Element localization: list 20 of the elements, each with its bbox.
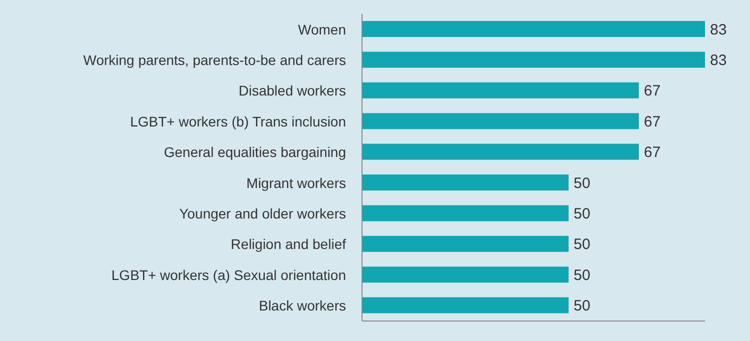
y-tick-label: Women [298, 21, 346, 38]
data-label: 50 [574, 174, 590, 192]
y-tick-label: General equalities bargaining [164, 144, 346, 160]
y-tick-label: LGBT+ workers (a) Sexual orientation [111, 266, 346, 283]
y-tick-label: Migrant workers [246, 174, 346, 191]
y-tick-label: Working parents, parents-to-be and carers [83, 52, 346, 68]
data-label: 83 [710, 21, 727, 38]
data-label: 67 [644, 82, 661, 100]
data-label: 67 [644, 113, 661, 130]
y-tick-label: LGBT+ workers (b) Trans inclusion [130, 113, 346, 130]
y-tick-label: Younger and older workers [179, 206, 346, 222]
y-tick-label: Disabled workers [238, 82, 346, 99]
y-tick-label: Religion and belief [230, 236, 346, 252]
data-label: 50 [574, 206, 590, 223]
data-label: 50 [574, 236, 590, 254]
data-label: 50 [574, 266, 590, 284]
data-label: 67 [644, 144, 661, 162]
data-label: 50 [574, 298, 590, 315]
y-tick-label: Black workers [258, 298, 346, 314]
data-label: 83 [710, 52, 727, 70]
